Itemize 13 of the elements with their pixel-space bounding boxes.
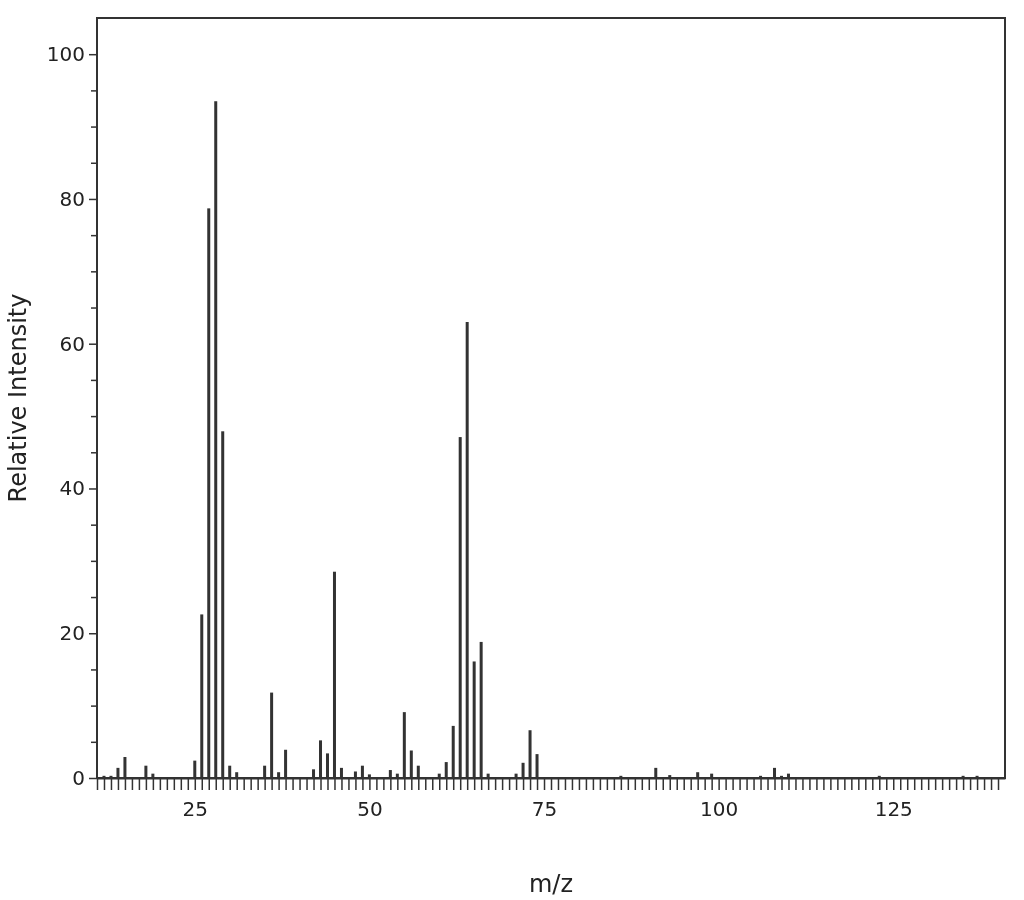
x-tick-label: 50	[357, 797, 383, 822]
x-axis-title: m/z	[528, 870, 574, 898]
y-tick-label: 0	[72, 765, 85, 790]
x-tick-label: 100	[700, 797, 739, 822]
y-tick-label: 20	[59, 621, 85, 646]
y-tick-label: 40	[59, 476, 85, 501]
x-tick-label: 25	[182, 797, 209, 822]
y-tick-label: 60	[59, 331, 85, 356]
y-tick-label: 80	[59, 186, 85, 211]
y-axis-title: Relative Intensity	[4, 293, 32, 503]
y-tick-label: 100	[46, 42, 85, 67]
x-tick-label: 75	[531, 797, 558, 822]
x-tick-label: 125	[874, 797, 913, 822]
